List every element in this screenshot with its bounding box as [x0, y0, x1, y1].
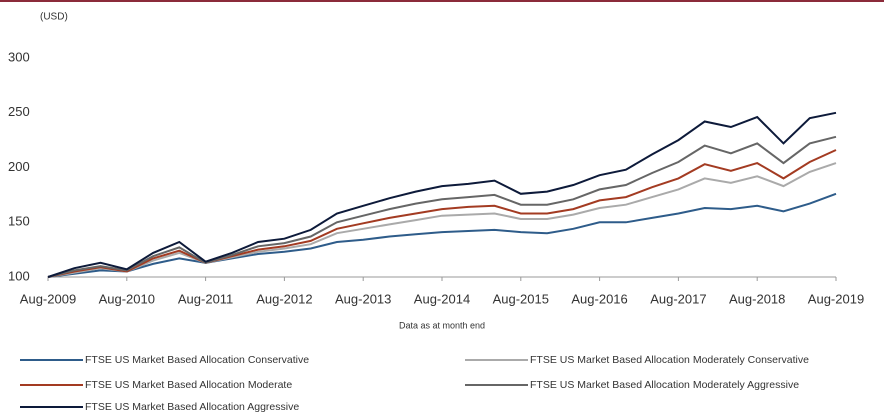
x-tick-label: Aug-2015 [493, 291, 549, 306]
y-tick-label: 250 [8, 104, 30, 119]
series-line [47, 135, 837, 278]
x-tick-label: Aug-2018 [729, 291, 785, 306]
legend-label: FTSE US Market Based Allocation Conserva… [85, 354, 309, 366]
x-tick-label: Aug-2019 [808, 291, 864, 306]
series-line [47, 162, 837, 278]
legend-label: FTSE US Market Based Allocation Aggressi… [85, 401, 299, 413]
x-tick-label: Aug-2013 [335, 291, 391, 306]
series-line [47, 111, 837, 278]
series-line [47, 149, 837, 278]
y-tick-label: 100 [8, 268, 30, 283]
y-tick-label: 300 [8, 49, 30, 64]
x-tick-label: Aug-2011 [178, 291, 233, 306]
x-tick-label: Aug-2016 [571, 291, 627, 306]
y-tick-label: 150 [8, 214, 30, 229]
y-axis-label: (USD) [40, 12, 68, 23]
legend-label: FTSE US Market Based Allocation Moderate… [530, 379, 799, 391]
x-tick-label: Aug-2017 [650, 291, 706, 306]
series-line [47, 192, 837, 278]
x-axis-label: Data as at month end [399, 320, 485, 330]
y-tick-label: 200 [8, 159, 30, 174]
legend-label: FTSE US Market Based Allocation Moderate… [530, 354, 809, 366]
x-tick-label: Aug-2012 [256, 291, 312, 306]
legend-label: FTSE US Market Based Allocation Moderate [85, 379, 292, 391]
x-tick-label: Aug-2010 [99, 291, 155, 306]
x-tick-label: Aug-2014 [414, 291, 470, 306]
x-tick-label: Aug-2009 [20, 291, 76, 306]
